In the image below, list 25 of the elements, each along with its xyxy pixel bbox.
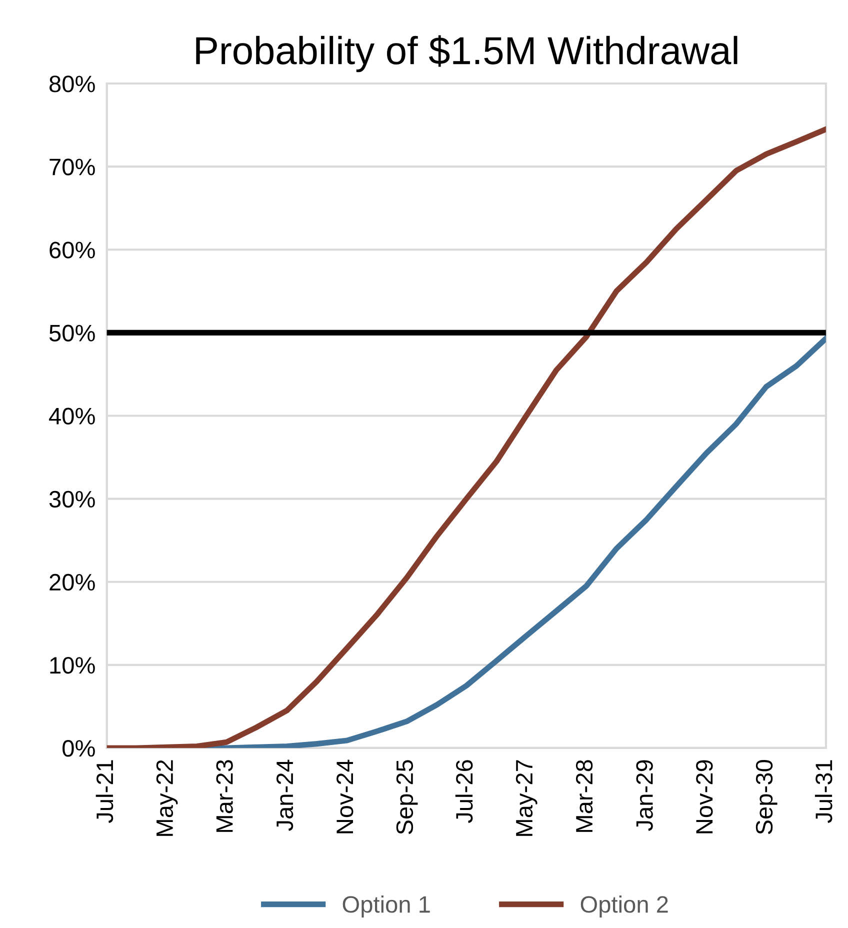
y-tick-label: 80% xyxy=(50,76,95,92)
y-tick-label: 70% xyxy=(50,158,95,176)
x-tick-label: Mar-23 xyxy=(216,760,233,832)
x-tick-label: May-22 xyxy=(156,760,178,836)
y-tick-label: 50% xyxy=(49,324,95,342)
x-tick-label: Jul-31 xyxy=(814,760,832,824)
x-tick-label: Sep-30 xyxy=(756,760,778,834)
legend-label: Option 1 xyxy=(342,895,430,918)
legend-label: Option 2 xyxy=(580,895,668,918)
x-tick-label: May-27 xyxy=(516,760,538,836)
x-tick-label: Jan-29 xyxy=(636,760,653,831)
y-tick-label: 40% xyxy=(49,408,95,425)
y-tick-label: 30% xyxy=(49,490,95,508)
x-tick-label: Sep-25 xyxy=(396,760,418,834)
chart-title: Probability of $1.5M Withdrawal xyxy=(196,35,738,72)
y-tick-label: 0% xyxy=(62,740,95,757)
x-tick-label: Nov-24 xyxy=(336,760,354,834)
y-tick-label: 60% xyxy=(50,242,95,258)
x-tick-label: Mar-28 xyxy=(576,760,593,832)
y-tick-label: 10% xyxy=(50,656,95,674)
x-tick-label: Nov-29 xyxy=(696,760,713,834)
y-tick-label: 20% xyxy=(50,574,95,591)
x-tick-label: Jul-26 xyxy=(455,760,473,824)
x-tick-label: Jan-24 xyxy=(276,760,294,831)
x-tick-label: Jul-21 xyxy=(96,760,114,824)
